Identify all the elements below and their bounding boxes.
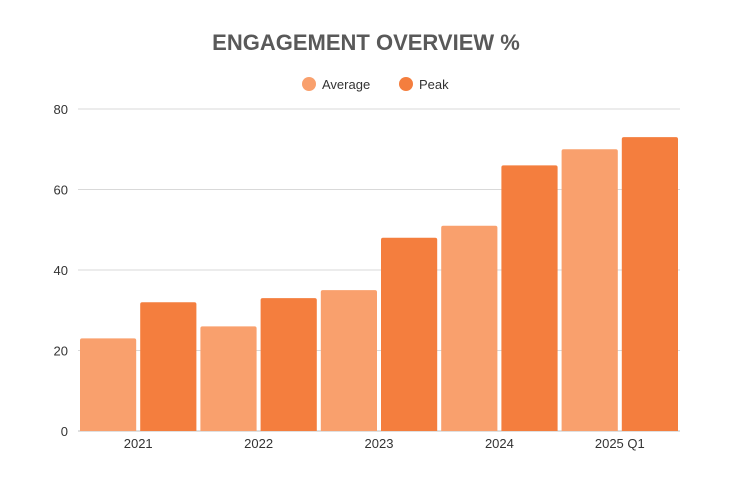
legend: Average Peak	[302, 77, 449, 92]
x-tick-label: 2022	[244, 436, 273, 451]
x-tick-label: 2024	[485, 436, 514, 451]
y-tick-label: 60	[54, 183, 68, 198]
bar-average-2022	[200, 326, 257, 431]
y-tick-label: 40	[54, 263, 68, 278]
bar-peak-2023	[381, 237, 438, 431]
legend-label-peak: Peak	[419, 77, 449, 92]
y-tick-label: 80	[54, 102, 68, 117]
legend-swatch-average	[302, 77, 316, 91]
y-tick-label: 20	[54, 344, 68, 359]
bar-peak-2025-q1	[621, 137, 678, 432]
x-tick-label: 2021	[124, 436, 153, 451]
chart-title: ENGAGEMENT OVERVIEW %	[212, 30, 520, 55]
legend-label-average: Average	[322, 77, 370, 92]
x-axis: 2021 2022 2023 2024 2025 Q1	[124, 436, 645, 451]
bar-peak-2021	[140, 302, 197, 431]
y-tick-label: 0	[61, 424, 68, 439]
bar-peak-2024	[501, 165, 558, 431]
x-tick-label: 2023	[365, 436, 394, 451]
bar-average-2024	[441, 225, 498, 431]
y-axis: 0 20 40 60 80	[54, 102, 68, 439]
bar-peak-2022	[260, 298, 317, 431]
legend-swatch-peak	[399, 77, 413, 91]
bar-average-2021	[80, 338, 137, 431]
x-tick-label: 2025 Q1	[595, 436, 645, 451]
bar-average-2023	[320, 290, 377, 431]
bars	[80, 137, 678, 432]
bar-average-2025-q1	[561, 149, 618, 431]
